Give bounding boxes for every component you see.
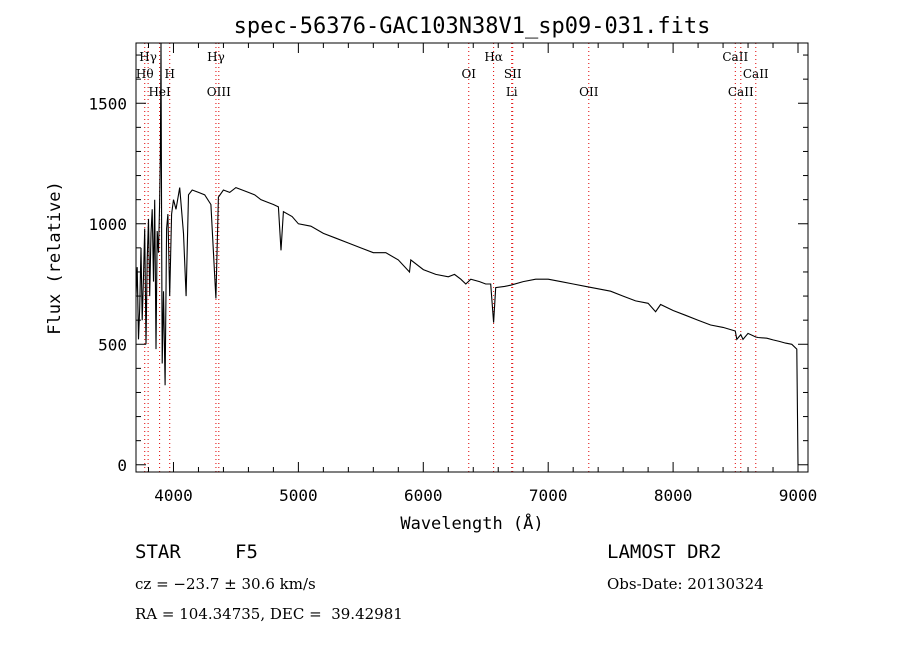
coordinates: RA = 104.34735, DEC = 39.42981 <box>135 605 403 623</box>
axis-tick-layer: 4000 5000 6000 7000 8000 9000 0 500 1000 1500 <box>88 43 817 505</box>
x-tick-label: 5000 <box>279 486 318 505</box>
plot-frame <box>135 42 809 473</box>
object-class: STAR <box>135 541 181 563</box>
y-tick-label: 1500 <box>88 94 127 113</box>
x-tick-label: 7000 <box>529 486 568 505</box>
survey-name: LAMOST DR2 <box>607 541 722 563</box>
line-marker-label: SII <box>504 67 522 81</box>
x-tick-label: 6000 <box>404 486 443 505</box>
y-tick-label: 1000 <box>88 215 127 234</box>
line-marker-label: Hγ <box>207 50 225 64</box>
line-marker-label: OII <box>579 85 599 99</box>
chart-title: spec-56376-GAC103N38V1_sp09-031.fits <box>234 14 711 39</box>
line-marker-label: HeI <box>148 85 171 99</box>
line-marker-label: CaII <box>722 50 748 64</box>
line-marker-label: CaII <box>728 85 754 99</box>
line-marker-label: Li <box>506 85 518 99</box>
line-marker-label: Hγ <box>139 50 157 64</box>
y-tick-label: 500 <box>98 335 127 354</box>
line-marker-layer: Hγ Hθ H HeI Hγ OIII Hα OI SII Li OII CaII CaII CaII <box>136 43 769 472</box>
y-tick-label: 0 <box>117 456 127 475</box>
line-marker-label: OI <box>461 67 476 81</box>
line-marker-label: Hα <box>484 50 503 64</box>
observation-date: Obs-Date: 20130324 <box>607 575 764 593</box>
x-tick-label: 9000 <box>779 486 818 505</box>
line-marker-label: CaII <box>743 67 769 81</box>
line-marker-label: Hθ <box>136 67 154 81</box>
x-tick-label: 4000 <box>154 486 193 505</box>
line-marker-label: OIII <box>207 85 231 99</box>
object-subclass: F5 <box>235 541 258 563</box>
x-tick-label: 8000 <box>654 486 693 505</box>
redshift-velocity: cz = −23.7 ± 30.6 km/s <box>135 575 316 593</box>
y-axis-label: Flux (relative) <box>45 181 65 335</box>
line-marker-label: H <box>164 67 174 81</box>
spectrum-line <box>135 42 799 465</box>
x-axis-label: Wavelength (Å) <box>400 512 543 534</box>
